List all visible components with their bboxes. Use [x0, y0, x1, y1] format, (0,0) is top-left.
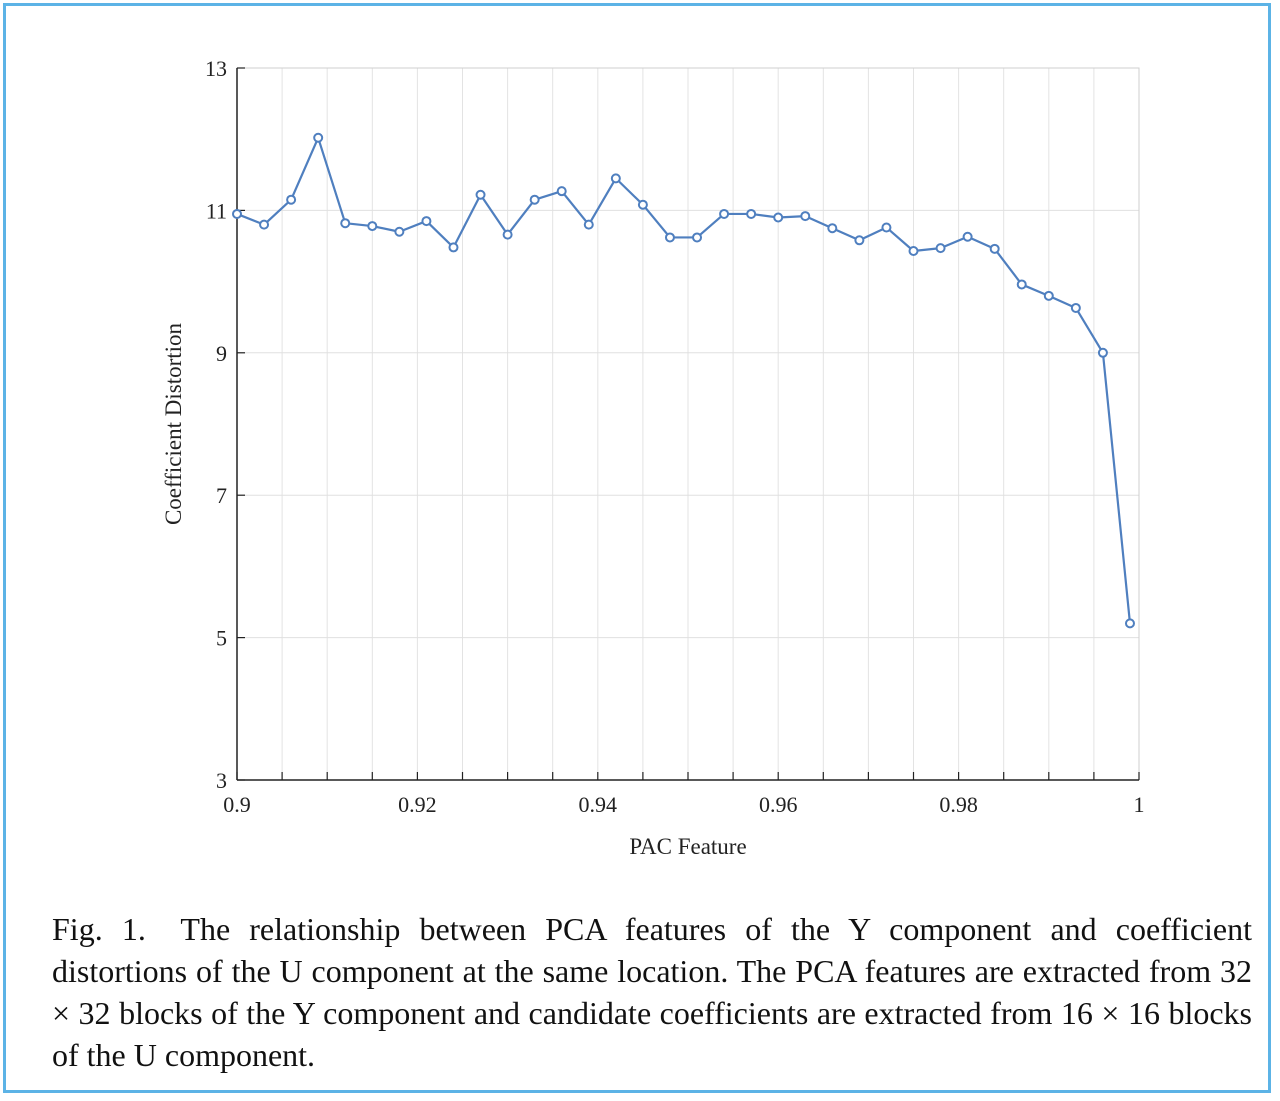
data-point	[989, 243, 1000, 254]
data-point	[529, 194, 540, 205]
data-point	[421, 216, 432, 227]
x-tick-label: 1	[1134, 792, 1145, 817]
data-point	[881, 222, 892, 233]
data-point	[692, 232, 703, 243]
x-tick-label: 0.98	[939, 792, 978, 817]
figure-frame	[3, 3, 1271, 1093]
caption-text: The relationship between PCA features of…	[52, 911, 1253, 1073]
data-point	[773, 212, 784, 223]
data-point	[1016, 279, 1027, 290]
data-point	[637, 199, 648, 210]
x-tick-label: 0.94	[579, 792, 618, 817]
data-point	[962, 231, 973, 242]
data-point	[556, 186, 567, 197]
data-point	[259, 219, 270, 230]
data-point	[583, 219, 594, 230]
data-point	[800, 211, 811, 222]
data-point	[367, 221, 378, 232]
data-point	[448, 242, 459, 253]
data-point	[313, 132, 324, 143]
figure-caption: Fig. 1. The relationship between PCA fea…	[52, 908, 1252, 1076]
data-point	[854, 235, 865, 246]
data-point	[908, 245, 919, 256]
x-axis-label: PAC Feature	[629, 834, 746, 859]
x-tick-label: 0.92	[398, 792, 437, 817]
data-point	[1043, 290, 1054, 301]
y-tick-label: 9	[216, 341, 227, 366]
caption-label: Fig. 1.	[52, 911, 146, 947]
data-point	[1070, 302, 1081, 313]
y-tick-label: 3	[216, 768, 227, 793]
y-tick-label: 13	[205, 56, 227, 81]
data-point	[232, 208, 242, 219]
data-point	[1124, 618, 1135, 629]
data-point	[1097, 347, 1108, 358]
data-point	[827, 223, 838, 234]
y-tick-label: 7	[216, 483, 227, 508]
y-axis-label: Coefficient Distortion	[161, 322, 186, 525]
data-point	[475, 189, 486, 200]
series-layer	[232, 132, 1135, 629]
grid-lines	[237, 67, 1139, 781]
data-point	[610, 173, 621, 184]
data-point	[502, 229, 513, 240]
x-tick-label: 0.9	[223, 792, 251, 817]
data-point	[394, 226, 405, 237]
series-line	[236, 136, 1132, 624]
data-point	[719, 208, 730, 219]
data-point	[935, 243, 946, 254]
data-point	[664, 232, 675, 243]
data-point	[340, 218, 351, 229]
data-point	[746, 208, 757, 219]
y-tick-label: 5	[216, 626, 227, 651]
data-point	[286, 194, 297, 205]
y-tick-label: 11	[206, 198, 227, 223]
x-tick-label: 0.96	[759, 792, 798, 817]
